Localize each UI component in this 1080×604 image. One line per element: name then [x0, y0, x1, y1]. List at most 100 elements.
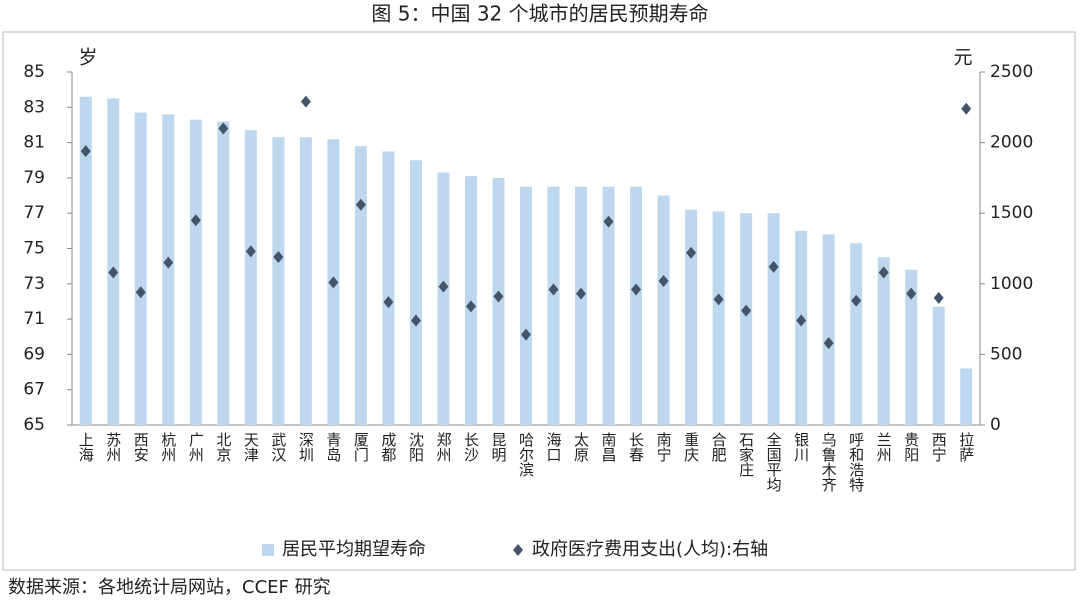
x-tick-label: 贵阳: [902, 432, 920, 462]
x-tick-label: 合肥: [710, 432, 728, 463]
y-tick-label: 77: [23, 203, 45, 223]
x-tick-label: 长春: [627, 432, 645, 462]
legend-swatch: [513, 544, 523, 556]
y-tick-label: 69: [23, 344, 45, 364]
diamond-point: [631, 283, 642, 296]
x-tick-label: 南昌: [600, 432, 618, 462]
diamond-point: [768, 260, 779, 273]
diamond-point: [493, 290, 504, 303]
x-tick-label: 全国平均: [765, 431, 783, 493]
x-tick-label: 长沙: [462, 432, 480, 462]
x-tick-label: 杭州: [159, 432, 177, 462]
x-tick-label: 广州: [187, 432, 205, 462]
diamond-point: [245, 245, 256, 258]
bar: [850, 243, 863, 425]
bar: [822, 234, 835, 425]
x-tick-label: 海口: [545, 432, 563, 462]
bar: [575, 186, 588, 425]
diamond-point: [521, 328, 531, 341]
x-tick-label: 厦门: [352, 432, 370, 463]
x-tick-label: 北京: [214, 432, 232, 463]
x-tick-label: 青岛: [324, 432, 342, 462]
x-tick-label: 苏州: [104, 432, 122, 462]
bar: [299, 137, 312, 425]
y-tick-label: 85: [23, 62, 45, 82]
diamond-point: [355, 198, 366, 211]
legend-swatch: [262, 544, 274, 556]
y2-axis-label: 元: [953, 47, 972, 69]
x-tick-label: 南宁: [655, 432, 673, 462]
y-tick-label: 71: [23, 309, 45, 329]
diamond-point: [796, 314, 807, 327]
bar: [79, 96, 92, 426]
diamond-point: [741, 304, 752, 317]
legend-label: 居民平均期望寿命: [282, 539, 426, 560]
diamond-point: [163, 256, 174, 269]
bar: [932, 306, 945, 425]
y-tick-label: 73: [23, 274, 45, 294]
x-tick-label: 呼和浩特: [847, 432, 865, 492]
diamond-point: [383, 296, 394, 309]
y2-tick-label: 2000: [990, 133, 1033, 153]
bar: [437, 172, 450, 425]
y-tick-label: 67: [23, 380, 45, 400]
diamond-point: [878, 266, 889, 279]
y-tick-label: 79: [23, 168, 45, 188]
y2-tick-label: 500: [990, 344, 1022, 364]
diamond-point: [658, 274, 669, 287]
diamond-point: [190, 214, 201, 227]
chart-title: 图 5：中国 32 个城市的居民预期寿命: [371, 2, 708, 26]
diamond-point: [438, 280, 449, 293]
bar: [767, 213, 780, 425]
diamond-point: [410, 314, 421, 327]
x-tick-label: 天津: [242, 432, 260, 462]
diamond-point: [273, 250, 284, 263]
bar: [354, 146, 367, 425]
diamond-point: [961, 102, 972, 115]
bar: [712, 211, 725, 425]
diamond-point: [108, 266, 119, 279]
diamond-point: [135, 286, 146, 299]
diamond-point: [686, 246, 697, 259]
y-tick-label: 83: [23, 97, 45, 117]
bar: [134, 112, 147, 425]
diamond-point: [851, 294, 862, 307]
bar: [905, 269, 918, 425]
bar: [795, 230, 808, 425]
x-tick-label: 武汉: [269, 432, 287, 462]
bar: [189, 119, 202, 425]
y-tick-label: 81: [23, 133, 45, 153]
x-tick-label: 上海: [77, 432, 95, 462]
x-tick-label: 拉萨: [957, 432, 975, 462]
bar: [409, 160, 422, 425]
bar: [382, 151, 395, 426]
diamond-point: [933, 291, 944, 304]
x-tick-label: 哈尔滨: [517, 432, 535, 477]
bar: [657, 195, 670, 425]
diamond-point: [823, 337, 834, 350]
x-tick-label: 石家庄: [737, 432, 755, 477]
x-tick-label: 成都: [379, 432, 397, 462]
bar: [877, 257, 890, 425]
bar: [107, 98, 120, 425]
diamond-point: [80, 145, 91, 158]
chart-frame: [2, 31, 1076, 571]
bar: [547, 186, 560, 425]
diamond-point: [548, 283, 559, 296]
diamond-point: [576, 287, 587, 300]
source-note: 数据来源：各地统计局网站，CCEF 研究: [8, 577, 331, 598]
bar: [740, 213, 753, 425]
x-tick-label: 深圳: [297, 432, 315, 462]
y-tick-label: 65: [23, 415, 45, 435]
x-tick-label: 银川: [792, 432, 810, 462]
bar: [630, 186, 643, 425]
x-tick-label: 西宁: [930, 432, 948, 462]
bar: [244, 130, 257, 425]
bar: [162, 114, 175, 426]
x-tick-label: 沈阳: [407, 432, 425, 462]
bar: [960, 368, 973, 425]
bar: [272, 137, 285, 425]
x-tick-label: 昆明: [489, 432, 507, 463]
x-tick-label: 重庆: [682, 432, 700, 462]
